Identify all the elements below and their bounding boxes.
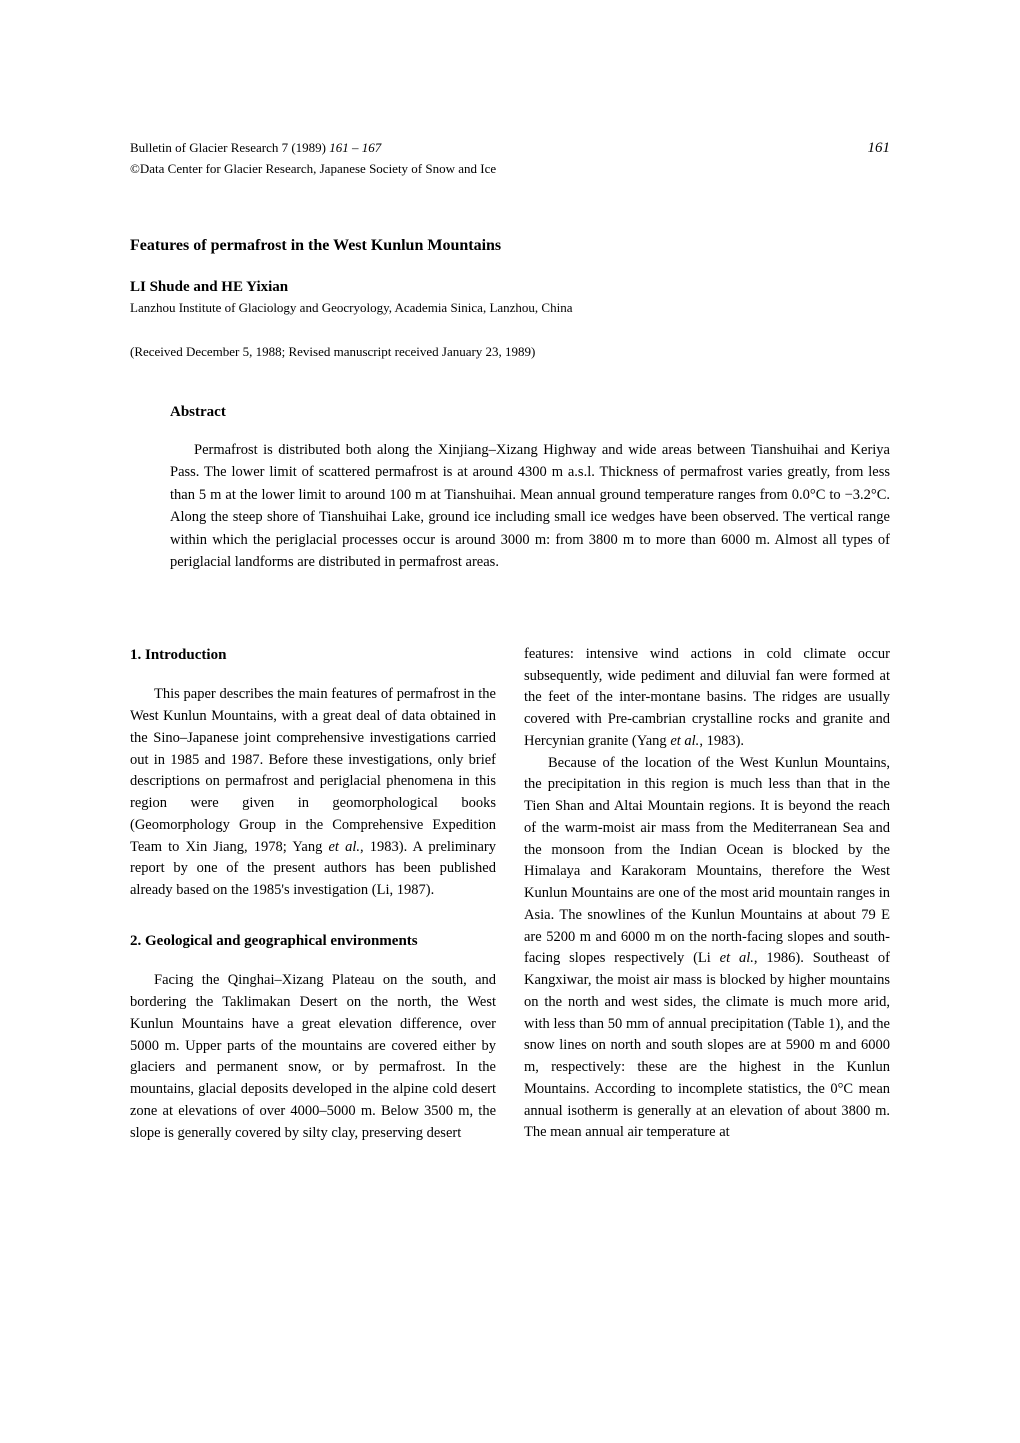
text-run: Because of the location of the West Kunl… <box>524 755 890 967</box>
section-2-heading: 2. Geological and geographical environme… <box>130 930 496 953</box>
et-al-italic: et al. <box>670 733 699 749</box>
col2-para-2: Because of the location of the West Kunl… <box>524 753 890 1145</box>
col2-para-1: features: intensive wind actions in cold… <box>524 644 890 753</box>
two-column-body: 1. Introduction This paper describes the… <box>130 644 890 1145</box>
et-al-italic: et al. <box>720 950 754 966</box>
article-title: Features of permafrost in the West Kunlu… <box>130 237 890 255</box>
et-al-italic: et al. <box>329 839 361 855</box>
abstract-text: Permafrost is distributed both along the… <box>170 439 890 574</box>
section-1-heading: 1. Introduction <box>130 644 496 667</box>
text-run: , 1986). Southeast of Kangxiwar, the moi… <box>524 950 890 1140</box>
text-run: , 1983). <box>699 733 744 749</box>
page-number: 161 <box>868 140 891 157</box>
journal-info: Bulletin of Glacier Research 7 (1989) 16… <box>130 140 381 156</box>
authors: LI Shude and HE Yixian <box>130 279 890 296</box>
copyright-line: ©Data Center for Glacier Research, Japan… <box>130 161 890 177</box>
section-1-para-1: This paper describes the main features o… <box>130 684 496 902</box>
received-dates: (Received December 5, 1988; Revised manu… <box>130 344 890 360</box>
text-run: This paper describes the main features o… <box>130 686 496 854</box>
section-2-para-1: Facing the Qinghai–Xizang Plateau on the… <box>130 970 496 1144</box>
left-column: 1. Introduction This paper describes the… <box>130 644 496 1145</box>
right-column: features: intensive wind actions in cold… <box>524 644 890 1145</box>
abstract-heading: Abstract <box>170 404 890 421</box>
journal-name: Bulletin of Glacier Research 7 (1989) <box>130 140 326 155</box>
affiliation: Lanzhou Institute of Glaciology and Geoc… <box>130 300 890 316</box>
page-range: 161 – 167 <box>329 140 381 155</box>
header-row: Bulletin of Glacier Research 7 (1989) 16… <box>130 140 890 157</box>
